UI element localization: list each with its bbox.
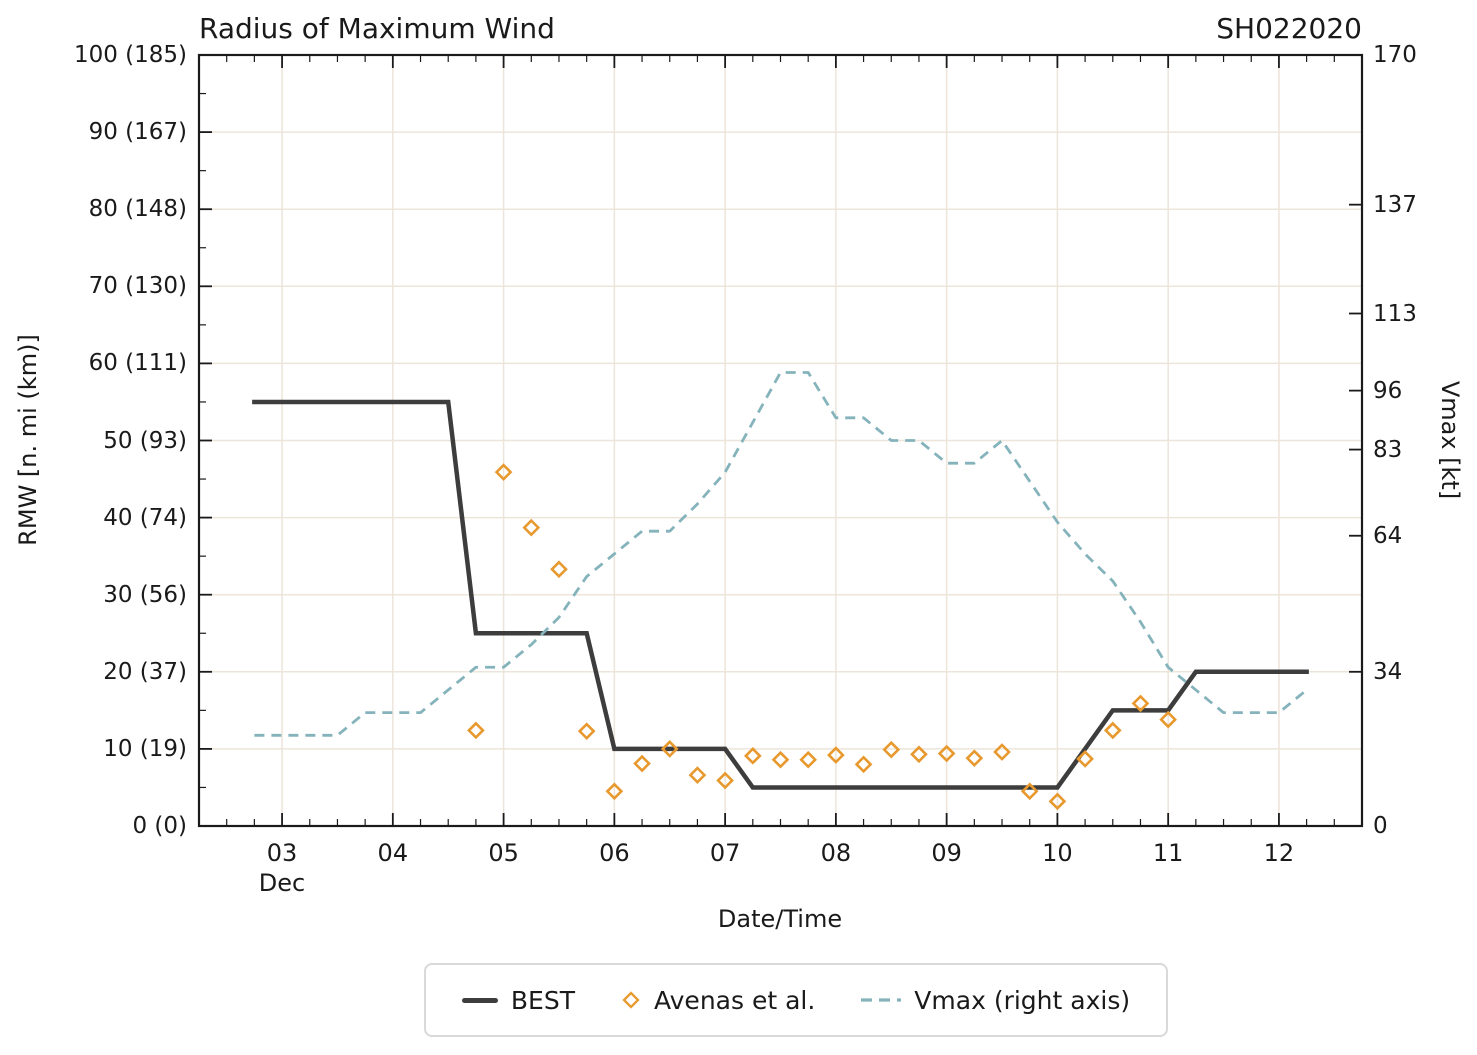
x-tick-label: 10 xyxy=(1042,839,1073,867)
best-track-line xyxy=(252,399,1309,790)
avenas-diamond-marker xyxy=(605,782,624,801)
avenas-diamond-marker xyxy=(550,560,568,579)
left-tick-label: 80 (148) xyxy=(88,196,187,223)
avenas-diamond-marker xyxy=(1048,792,1067,811)
right-tick-label: 137 xyxy=(1373,191,1417,218)
avenas-diamond-marker xyxy=(910,745,928,764)
left-tick-label: 70 (130) xyxy=(88,273,187,300)
x-axis-label: Date/Time xyxy=(717,905,843,933)
left-tick-label: 30 (56) xyxy=(103,581,187,608)
dashed-line-sample-icon xyxy=(861,998,902,1002)
avenas-diamond-marker xyxy=(771,750,790,769)
avenas-diamond-marker xyxy=(633,754,651,773)
right-tick-label: 170 xyxy=(1373,42,1417,68)
legend-item-avenas: Avenas et al. xyxy=(621,986,815,1015)
x-tick-label: 07 xyxy=(709,839,741,867)
month-label: Dec xyxy=(258,869,306,897)
avenas-diamond-marker xyxy=(799,750,818,769)
right-tick-label: 34 xyxy=(1373,658,1403,685)
right-tick-label: 0 xyxy=(1373,813,1388,839)
avenas-diamond-marker xyxy=(716,771,734,790)
avenas-diamond-marker xyxy=(854,755,873,774)
avenas-diamond-marker xyxy=(937,744,956,763)
avenas-diamond-marker xyxy=(1076,750,1094,768)
avenas-diamond-marker xyxy=(577,722,596,741)
avenas-diamond-marker xyxy=(1159,710,1178,729)
legend-label-best: BEST xyxy=(510,985,575,1015)
legend: BEST Avenas et al. Vmax (right axis) xyxy=(424,963,1168,1037)
avenas-diamond-marker xyxy=(993,743,1011,761)
right-axis-label: Vmax [kt] xyxy=(1436,380,1464,500)
avenas-diamond-marker xyxy=(688,766,707,784)
legend-item-best: BEST xyxy=(461,985,575,1015)
left-tick-label: 60 (111) xyxy=(88,350,187,377)
avenas-diamond-marker xyxy=(467,721,485,740)
right-tick-label: 64 xyxy=(1373,522,1403,549)
right-tick-label: 96 xyxy=(1373,377,1403,404)
avenas-diamond-marker xyxy=(1131,694,1150,713)
legend-label-avenas: Avenas et al. xyxy=(654,985,816,1015)
avenas-diamond-marker xyxy=(965,749,984,767)
avenas-diamond-marker xyxy=(1103,721,1122,740)
avenas-diamond-marker xyxy=(882,740,901,759)
left-tick-label: 20 (37) xyxy=(103,658,187,685)
avenas-diamond-marker xyxy=(743,747,762,765)
x-tick-label: 11 xyxy=(1152,839,1184,867)
left-tick-label: 0 (0) xyxy=(132,813,187,839)
left-tick-label: 100 (185) xyxy=(73,42,187,68)
x-tick-label: 08 xyxy=(820,839,852,867)
left-axis-label: RMW [n. mi (km)] xyxy=(14,334,42,546)
right-tick-label: 83 xyxy=(1373,436,1403,463)
x-tick-label: 12 xyxy=(1263,839,1295,867)
left-tick-label: 90 (167) xyxy=(88,119,187,146)
x-tick-label: 05 xyxy=(488,839,519,867)
vmax-dashed-line xyxy=(254,371,1308,737)
avenas-diamond-marker xyxy=(827,746,845,764)
storm-id: SH022020 xyxy=(1216,12,1362,45)
x-tick-label: 06 xyxy=(599,839,630,867)
x-tick-label: 04 xyxy=(377,839,409,867)
chart-title: Radius of Maximum Wind xyxy=(199,12,555,45)
diamond-marker-sample-icon xyxy=(622,991,640,1009)
avenas-diamond-marker xyxy=(494,463,513,481)
avenas-diamond-marker xyxy=(660,740,679,758)
left-tick-label: 40 (74) xyxy=(103,504,187,531)
legend-label-vmax: Vmax (right axis) xyxy=(914,985,1131,1015)
right-tick-label: 113 xyxy=(1373,300,1417,327)
avenas-diamond-marker xyxy=(1020,782,1039,801)
x-tick-label: 09 xyxy=(931,839,962,867)
x-tick-label: 03 xyxy=(266,839,298,867)
axes-frame xyxy=(197,53,1364,828)
avenas-diamond-marker xyxy=(522,518,541,537)
legend-item-vmax: Vmax (right axis) xyxy=(861,986,1130,1015)
left-tick-label: 50 (93) xyxy=(103,427,187,454)
left-tick-label: 10 (19) xyxy=(103,735,187,762)
best-line-sample-icon xyxy=(461,997,498,1003)
